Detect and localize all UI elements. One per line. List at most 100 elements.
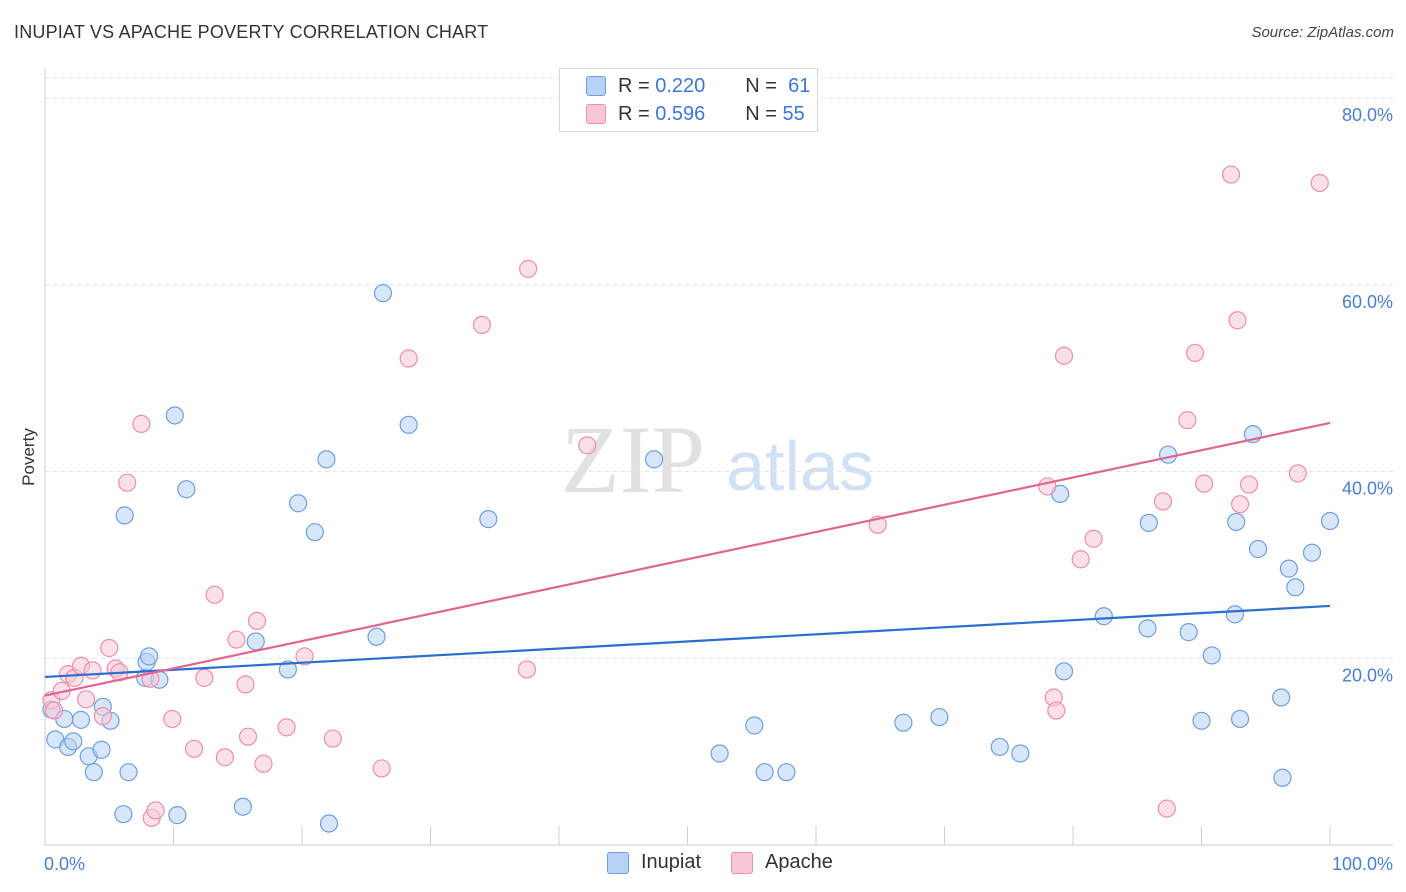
apache-point [238, 727, 258, 746]
apache-point [372, 759, 391, 778]
x-tick-label-min: 0.0% [44, 854, 85, 874]
apache-point [163, 709, 182, 729]
legend-swatch-inupiat [586, 76, 606, 96]
apache-point [1178, 411, 1197, 430]
series-swatch-apache [731, 851, 753, 874]
inupiat-point [894, 713, 913, 732]
apache-point [205, 585, 224, 604]
inupiat-point [1179, 623, 1198, 642]
inupiat-point [644, 450, 664, 469]
apache-point [227, 630, 246, 649]
x-tick-label-max: 100.0% [1332, 854, 1393, 874]
inupiat-point [755, 763, 774, 782]
inupiat-point [168, 806, 187, 825]
inupiat-point [1286, 578, 1305, 597]
legend-n-value: 61 [788, 74, 811, 97]
inupiat-point [990, 737, 1009, 757]
apache-point [1153, 492, 1173, 511]
legend-n-label: N = [745, 74, 777, 97]
inupiat-point [115, 506, 134, 525]
inupiat-point [777, 763, 796, 782]
apache-point [1047, 701, 1066, 720]
series-legend-inupiat[interactable]: Inupiat [607, 851, 701, 874]
watermark-zip: ZIP [561, 406, 705, 513]
legend-swatch-apache [586, 104, 606, 124]
apache-point [277, 718, 296, 737]
apache-point [93, 707, 112, 726]
apache-point [1157, 799, 1176, 818]
inupiat-point [1272, 688, 1291, 707]
inupiat-point [246, 632, 265, 651]
inupiat-point [1094, 607, 1113, 626]
y-tick-label: 60.0% [1342, 292, 1393, 312]
inupiat-point [1011, 744, 1030, 763]
apache-point [1194, 474, 1214, 493]
legend-r-value: 0.220 [655, 74, 706, 97]
inupiat-point [1158, 445, 1178, 464]
chart-title: INUPIAT VS APACHE POVERTY CORRELATION CH… [14, 22, 489, 42]
series-label-inupiat: Inupiat [641, 851, 702, 873]
apache-point [1228, 311, 1247, 330]
apache-point [184, 739, 204, 758]
inupiat-point [930, 707, 949, 727]
y-tick-label: 20.0% [1342, 665, 1393, 685]
inupiat-point [317, 450, 336, 469]
inupiat-point [305, 523, 324, 542]
apache-point [254, 754, 273, 773]
apache-point [1288, 464, 1307, 483]
apache-point [1310, 173, 1329, 193]
apache-point [1221, 165, 1241, 184]
legend-r-value: 0.596 [655, 102, 706, 125]
trendline-inupiat [44, 604, 1331, 679]
legend-r-label: R = [618, 102, 650, 125]
inupiat-point [373, 284, 393, 303]
apache-point [100, 638, 119, 658]
inupiat-point [1225, 605, 1245, 624]
source-label: Source: ZipAtlas.com [1251, 24, 1394, 41]
inupiat-point [233, 797, 252, 816]
apache-point [146, 801, 165, 820]
y-tick-label: 80.0% [1342, 105, 1393, 125]
apache-point [215, 748, 234, 767]
inupiat-point [64, 732, 83, 751]
inupiat-point [1192, 711, 1211, 730]
inupiat-point [177, 480, 196, 499]
inupiat-point [319, 814, 339, 833]
apache-point [236, 675, 255, 694]
inupiat-point [1138, 619, 1157, 638]
inupiat-point [289, 494, 308, 513]
inupiat-point [1273, 768, 1292, 787]
inupiat-point [92, 740, 111, 759]
inupiat-point [84, 763, 103, 782]
apache-point [1239, 475, 1259, 494]
correlation-legend: R = 0.220 N = 61 R = 0.596 N = 55 [559, 68, 818, 132]
apache-point [1230, 495, 1250, 514]
apache-point [1038, 477, 1057, 496]
apache-point [247, 611, 267, 631]
y-tick-label: 40.0% [1342, 479, 1393, 499]
apache-point [118, 473, 137, 492]
series-swatch-inupiat [607, 851, 629, 874]
gridlines [45, 77, 1393, 659]
inupiat-point [139, 647, 159, 666]
inupiat-point [399, 415, 418, 434]
legend-row-inupiat: R = 0.220 N = 61 [586, 73, 810, 99]
inupiat-point [1202, 646, 1221, 665]
apache-point [1054, 346, 1074, 365]
legend-row-apache: R = 0.596 N = 55 [586, 101, 805, 127]
inupiat-point [278, 660, 297, 679]
apache-point [399, 349, 418, 368]
apache-point [578, 436, 597, 455]
inupiat-point [1248, 539, 1268, 559]
apache-point [195, 668, 214, 687]
apache-point [1071, 550, 1090, 569]
inupiat-point [1302, 543, 1322, 562]
series-legend-apache[interactable]: Apache [731, 851, 833, 874]
inupiat-point [479, 510, 498, 529]
inupiat-point [367, 627, 386, 646]
inupiat-point [119, 763, 138, 782]
apache-point [519, 259, 538, 278]
legend-n-label: N = [745, 102, 777, 125]
y-axis-label: Poverty [19, 428, 38, 486]
